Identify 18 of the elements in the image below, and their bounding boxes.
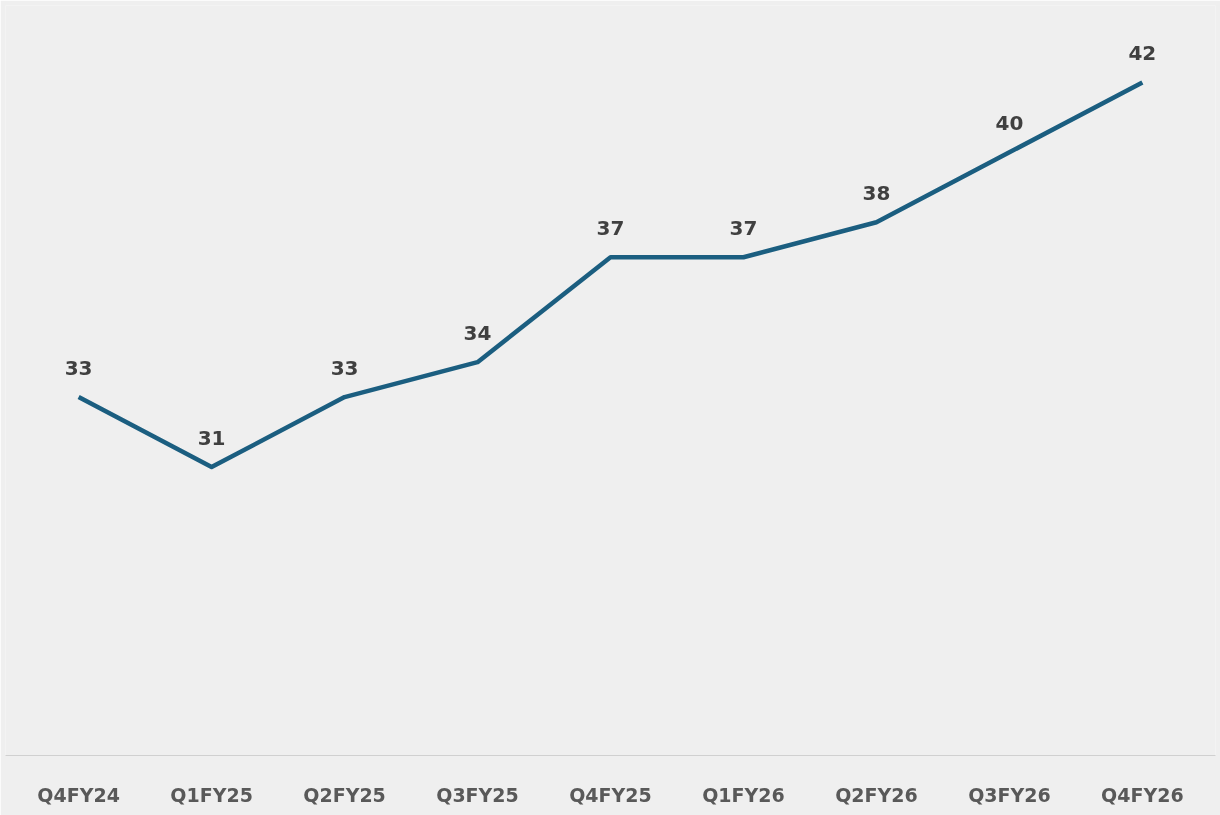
- data-label: 38: [862, 181, 891, 206]
- data-label: 33: [64, 356, 93, 381]
- x-tick-label: Q3FY25: [436, 783, 519, 806]
- x-tick-label: Q2FY26: [835, 783, 918, 806]
- data-label: 34: [463, 321, 492, 346]
- x-tick-label: Q4FY25: [569, 783, 652, 806]
- data-label: 37: [729, 216, 758, 241]
- data-label: 31: [197, 426, 226, 451]
- data-label: 42: [1128, 41, 1157, 66]
- x-tick-label: Q1FY25: [170, 783, 253, 806]
- x-tick-label: Q4FY24: [37, 783, 120, 806]
- data-label: 40: [995, 111, 1024, 136]
- x-tick-label: Q1FY26: [702, 783, 785, 806]
- x-tick-label: Q3FY26: [968, 783, 1051, 806]
- x-tick-label: Q4FY26: [1101, 783, 1184, 806]
- data-label: 33: [330, 356, 359, 381]
- data-label: 37: [596, 216, 625, 241]
- x-tick-label: Q2FY25: [303, 783, 386, 806]
